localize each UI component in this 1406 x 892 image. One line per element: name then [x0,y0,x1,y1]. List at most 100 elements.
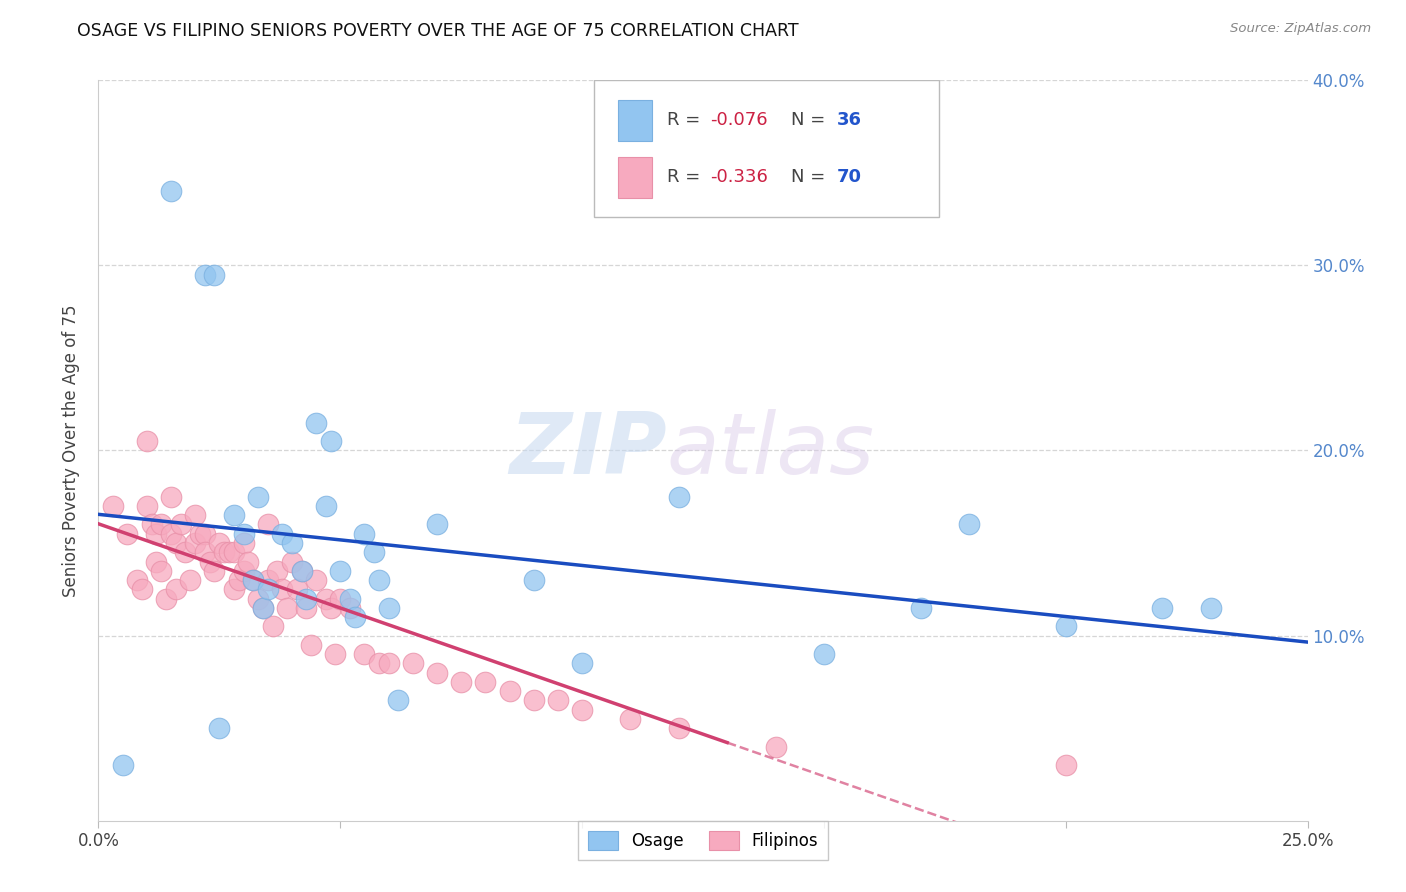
Point [339,591,361,606]
Point [208,536,231,550]
Point [910,600,932,615]
Text: N =: N = [792,112,831,129]
Point [329,591,352,606]
Point [165,536,187,550]
Point [474,674,496,689]
Point [325,647,347,661]
Point [353,526,375,541]
Point [377,600,399,615]
Point [188,526,211,541]
Point [160,526,183,541]
Point [368,657,391,671]
Point [204,268,226,282]
Point [242,573,264,587]
Point [101,499,124,513]
Point [498,684,520,698]
Point [252,600,274,615]
Point [315,499,337,513]
Point [319,434,342,449]
Point [238,554,260,569]
Point [184,536,207,550]
Point [184,508,207,523]
Text: atlas: atlas [666,409,875,492]
Point [117,526,139,541]
Point [668,490,690,504]
Point [295,600,318,615]
Point [160,184,183,198]
Point [426,665,449,680]
Point [571,703,593,717]
FancyBboxPatch shape [595,80,939,218]
Point [523,573,546,587]
Point [276,600,298,615]
Point [353,647,375,661]
Point [127,573,149,587]
Point [377,657,399,671]
Text: N =: N = [792,169,831,186]
Point [765,739,787,754]
Point [256,582,278,597]
Legend: Osage, Filipinos: Osage, Filipinos [578,822,828,861]
FancyBboxPatch shape [619,157,652,198]
Point [813,647,835,661]
Point [204,564,226,578]
Point [262,619,284,633]
Point [271,582,294,597]
Point [145,554,167,569]
Point [343,610,366,624]
Point [198,554,221,569]
Point [155,591,177,606]
Point [252,600,274,615]
Point [450,674,472,689]
Point [169,517,191,532]
Point [1199,600,1222,615]
Point [266,564,288,578]
Point [402,657,425,671]
Point [135,499,157,513]
Point [271,526,294,541]
Point [228,573,250,587]
Point [194,268,217,282]
Point [150,517,173,532]
Point [222,582,245,597]
Point [295,591,318,606]
Point [363,545,385,559]
Point [145,526,167,541]
Point [194,526,217,541]
Point [290,564,312,578]
Point [523,693,546,707]
Point [368,573,391,587]
Point [339,600,361,615]
Point [160,490,183,504]
Text: -0.076: -0.076 [710,112,768,129]
Text: ZIP: ZIP [509,409,666,492]
Point [218,545,240,559]
FancyBboxPatch shape [619,100,652,141]
Point [150,564,173,578]
Text: Source: ZipAtlas.com: Source: ZipAtlas.com [1230,22,1371,36]
Point [232,564,254,578]
Point [668,721,690,735]
Point [571,657,593,671]
Point [222,508,245,523]
Point [131,582,153,597]
Point [135,434,157,449]
Point [1054,758,1077,772]
Point [256,573,278,587]
Point [247,591,270,606]
Point [290,564,312,578]
Point [208,721,231,735]
Point [299,638,322,652]
Text: -0.336: -0.336 [710,169,768,186]
Point [232,526,254,541]
Point [212,545,235,559]
Point [242,573,264,587]
Point [547,693,569,707]
Point [957,517,980,532]
Point [281,536,304,550]
Point [179,573,201,587]
Point [174,545,197,559]
Text: 36: 36 [837,112,862,129]
Point [141,517,163,532]
Text: OSAGE VS FILIPINO SENIORS POVERTY OVER THE AGE OF 75 CORRELATION CHART: OSAGE VS FILIPINO SENIORS POVERTY OVER T… [77,22,799,40]
